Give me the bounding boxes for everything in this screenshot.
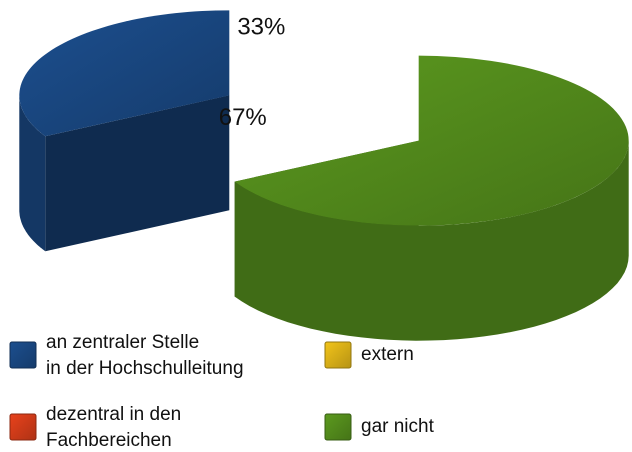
slice <box>234 55 629 226</box>
slice-side <box>234 140 629 341</box>
legend-swatch <box>9 413 37 441</box>
legend-line: in der Hochschulleitung <box>46 358 244 379</box>
legend-line: dezentral in den <box>46 404 181 425</box>
slice-side <box>19 95 46 252</box>
slice-cut-face <box>45 95 230 252</box>
value-label: 67% <box>219 104 267 131</box>
legend-line: Fachbereichen <box>46 430 172 451</box>
legend-swatch <box>324 341 352 369</box>
slice <box>19 10 230 137</box>
legend-label: an zentraler Stelle in der Hochschulleitu… <box>46 332 244 379</box>
legend-line: extern <box>361 344 414 365</box>
legend-swatch <box>324 413 352 441</box>
legend-label: dezentral in den Fachbereichen <box>46 404 181 451</box>
legend-swatch <box>9 341 37 369</box>
legend-label: extern <box>361 344 414 365</box>
value-label: 33% <box>237 14 285 41</box>
legend-label: gar nicht <box>361 416 435 437</box>
legend-line: gar nicht <box>361 416 435 437</box>
legend-line: an zentraler Stelle <box>46 332 199 353</box>
